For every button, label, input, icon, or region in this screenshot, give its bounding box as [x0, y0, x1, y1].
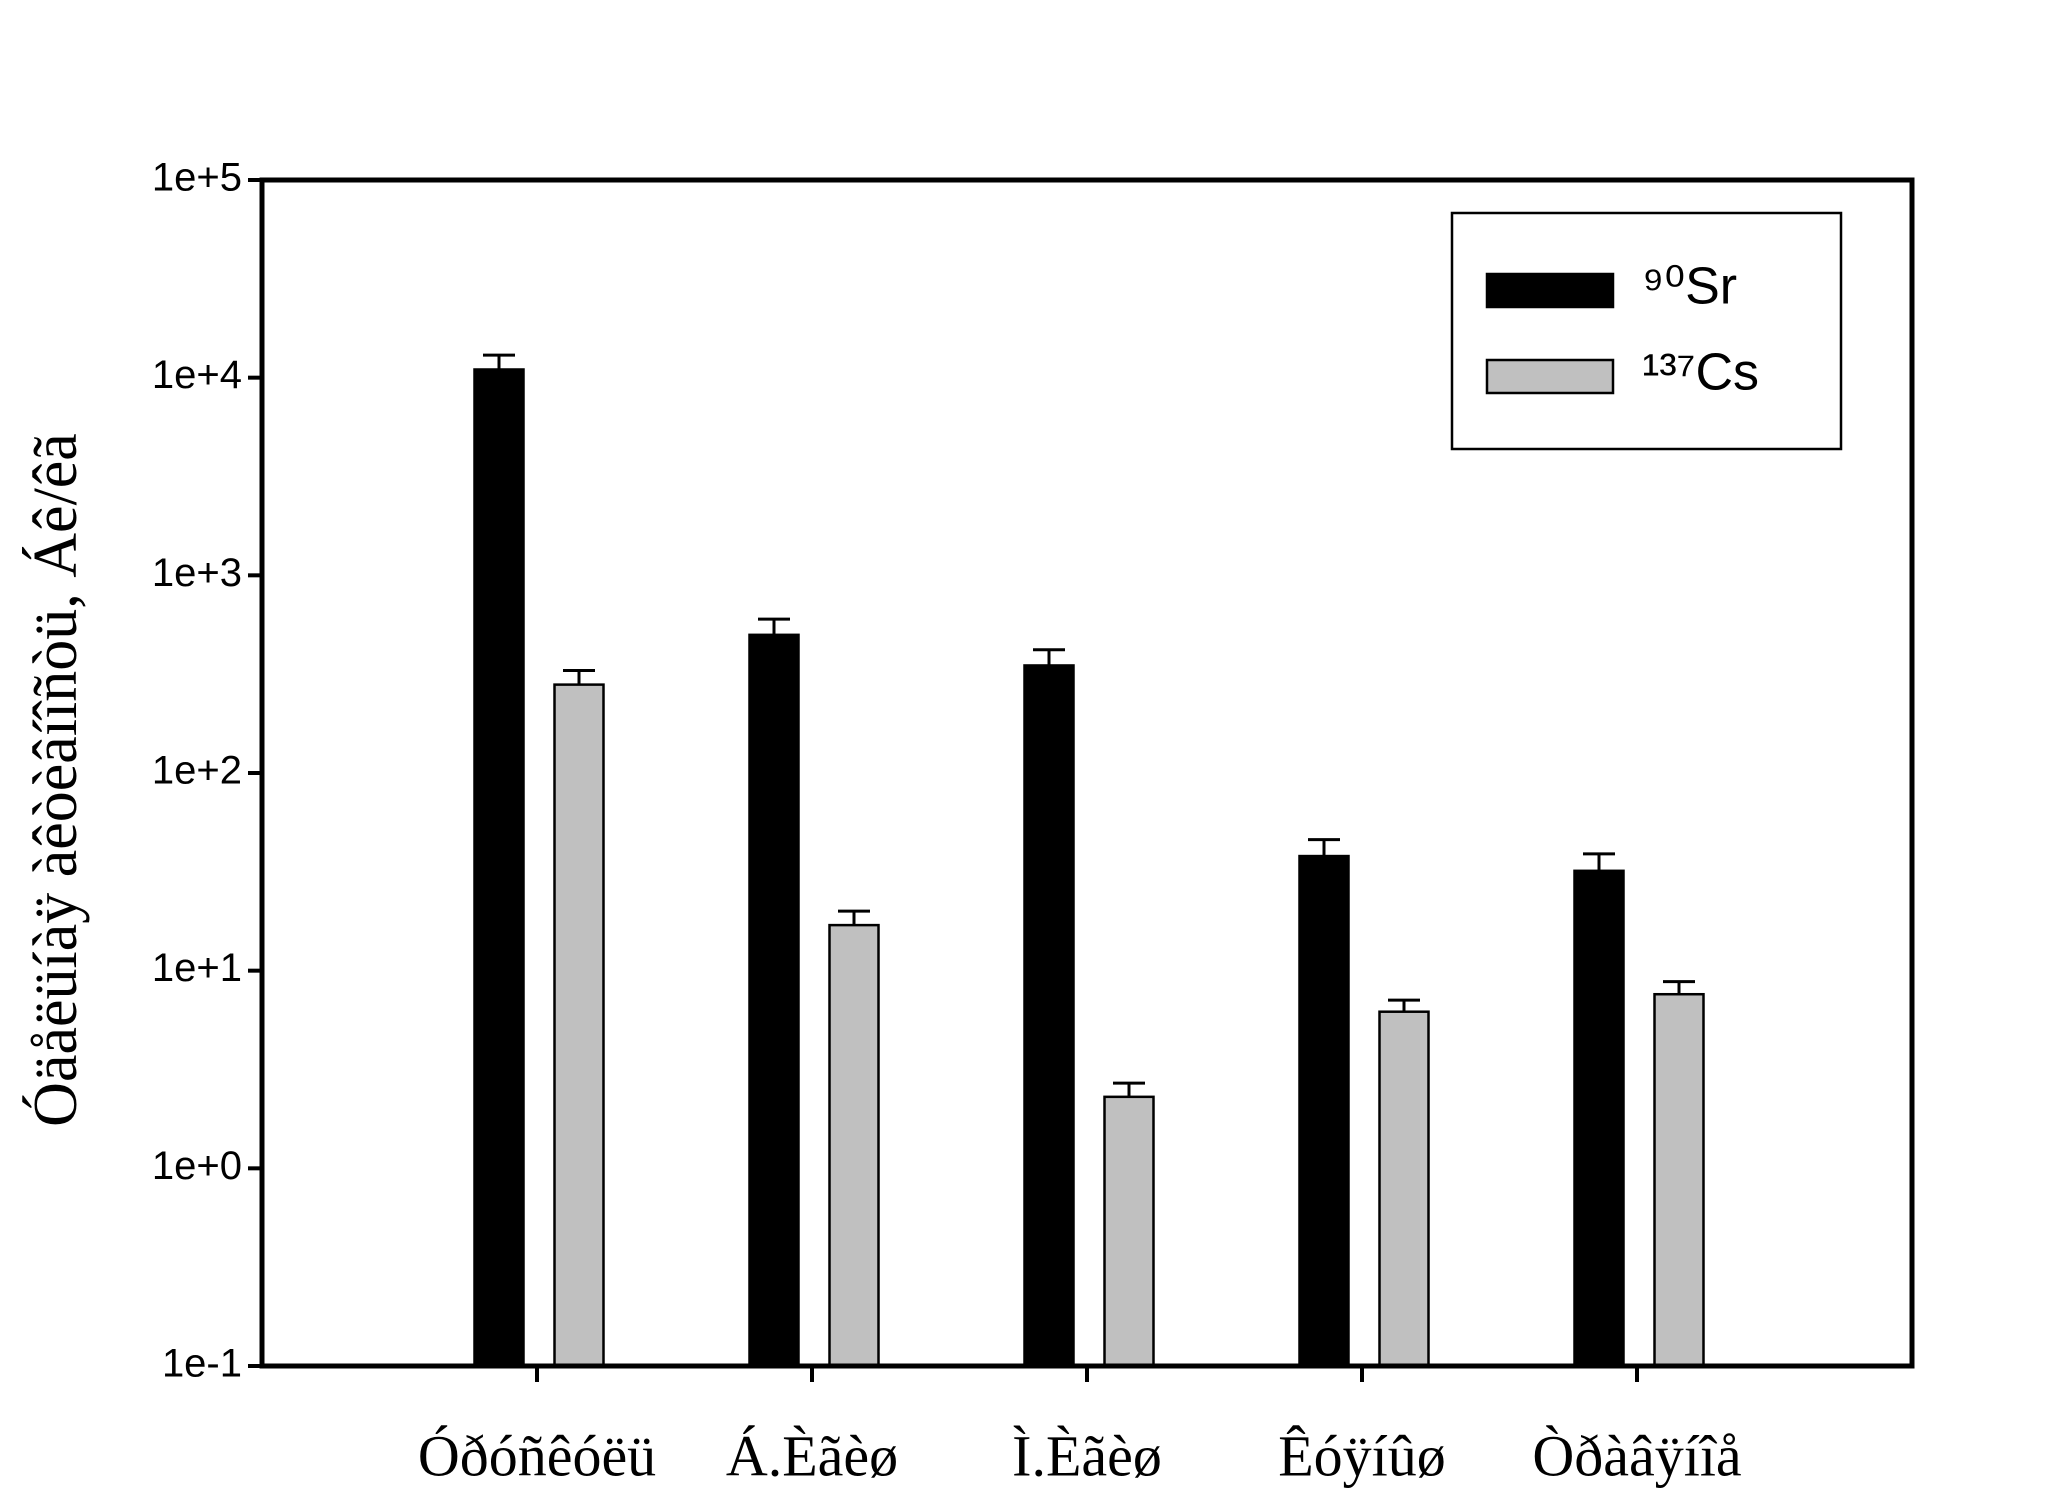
legend-swatch	[1485, 358, 1615, 395]
y-tick-label: 1e+0	[152, 1144, 242, 1188]
error-bar	[838, 909, 870, 926]
legend-label: ¹³⁷Cs	[1642, 344, 1759, 402]
bar	[1573, 869, 1625, 1368]
x-tick-label: Óðóñêóëü	[418, 1423, 656, 1488]
bar	[473, 368, 525, 1368]
y-tick-label: 1e-1	[162, 1342, 242, 1386]
y-tick-label: 1e+5	[152, 156, 242, 200]
y-axis-title: Óäåëüíàÿ àêòèâíîñòü, Áê/êã	[22, 433, 90, 1127]
bar	[1023, 664, 1075, 1368]
error-bar	[1033, 648, 1065, 666]
bar	[1298, 854, 1350, 1368]
error-bar	[1388, 998, 1420, 1012]
bar	[1378, 1010, 1430, 1368]
legend-label: ⁹⁰Sr	[1642, 258, 1737, 316]
x-tick-label: Á.Èãèø	[726, 1423, 898, 1488]
bar	[828, 923, 880, 1368]
bar	[748, 633, 800, 1368]
bar	[1103, 1095, 1155, 1368]
error-bar	[1308, 838, 1340, 857]
y-tick-label: 1e+2	[152, 749, 242, 793]
x-tick-label: Êóÿíûø	[1278, 1423, 1446, 1488]
y-tick-label: 1e+1	[152, 946, 242, 990]
error-bar	[563, 669, 595, 685]
plot-frame	[259, 177, 1915, 1369]
error-bar	[1663, 980, 1695, 995]
x-tick-label: Òðàâÿíîå	[1532, 1423, 1741, 1488]
error-bar	[1113, 1081, 1145, 1097]
error-bar	[1583, 852, 1615, 871]
error-bar	[758, 617, 790, 635]
y-tick-label: 1e+3	[152, 551, 242, 595]
x-tick-label: Ì.Èãèø	[1012, 1423, 1162, 1488]
legend-swatch	[1485, 272, 1615, 309]
bar	[1653, 992, 1705, 1368]
error-bar	[483, 353, 515, 370]
bar	[553, 683, 605, 1368]
legend-box	[1450, 211, 1843, 451]
y-tick-label: 1e+4	[152, 353, 242, 397]
